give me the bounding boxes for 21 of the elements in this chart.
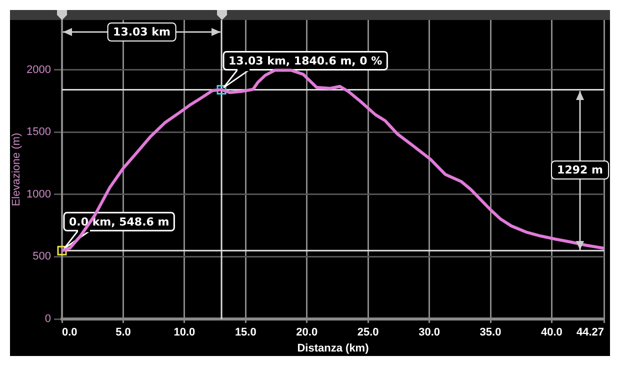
y-tick-label: 500 xyxy=(32,250,51,263)
annotation: 13.03 km xyxy=(107,22,176,42)
x-tick-label: 15.0 xyxy=(234,326,256,339)
x-tick-label: 35.0 xyxy=(480,326,502,339)
y-axis-title: Elevazione (m) xyxy=(10,132,23,206)
x-tick-label: 5.0 xyxy=(116,326,131,339)
x-axis-title: Distanza (km) xyxy=(297,342,370,354)
x-tick-label: 30.0 xyxy=(418,326,440,339)
annotation: 1292 m xyxy=(551,160,609,180)
y-tick-label: 1500 xyxy=(26,126,51,138)
x-tick-label: 25.0 xyxy=(357,326,379,339)
x-tick-label: 0.0 xyxy=(62,326,78,339)
y-tick-label: 0 xyxy=(44,313,51,326)
y-tick-label: 1000 xyxy=(26,188,51,200)
x-tick-label: 10.0 xyxy=(174,326,196,339)
annotation: 13.03 km, 1840.6 m, 0 % xyxy=(228,54,382,68)
y-tick-label: 2000 xyxy=(26,64,51,76)
x-tick-label: 40.0 xyxy=(541,326,562,339)
x-tick-label: 44.27 xyxy=(576,326,604,339)
x-tick-label: 20.0 xyxy=(296,326,318,339)
annotation: 0.0 km, 548.6 m xyxy=(69,216,170,229)
